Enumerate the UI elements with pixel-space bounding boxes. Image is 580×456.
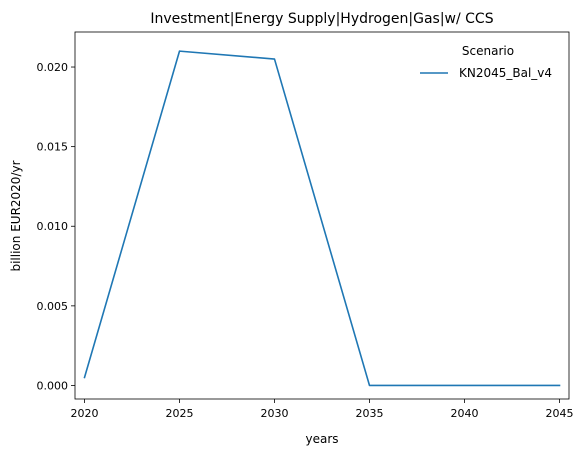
y-tick-label: 0.015 [37,141,69,154]
legend-entry-kn2045-bal-v4: KN2045_Bal_v4 [459,66,552,80]
x-tick-label: 2040 [451,407,479,420]
x-axis-label: years [305,432,338,446]
y-axis-label: billion EUR2020/yr [9,160,23,271]
series-layer [83,50,561,387]
y-tick-label: 0.010 [37,220,69,233]
x-tick-label: 2020 [71,407,99,420]
x-tick-label: 2045 [546,407,574,420]
x-tick-label: 2025 [166,407,194,420]
plot-area [74,31,570,400]
x-tick-label: 2035 [356,407,384,420]
x-tick-label: 2030 [261,407,289,420]
y-tick-label: 0.005 [37,300,69,313]
legend-title: Scenario [462,44,514,58]
series-line-kn2045-bal-v4 [83,50,561,387]
y-tick-label: 0.020 [37,61,69,74]
chart-title: Investment|Energy Supply|Hydrogen|Gas|w/… [150,11,493,27]
y-axis: 0.000 0.005 0.010 0.015 0.020 [37,61,75,392]
legend: Scenario KN2045_Bal_v4 [420,44,552,80]
y-tick-label: 0.000 [37,379,69,392]
x-axis: 2020 2025 2030 2035 2040 2045 [71,399,574,420]
